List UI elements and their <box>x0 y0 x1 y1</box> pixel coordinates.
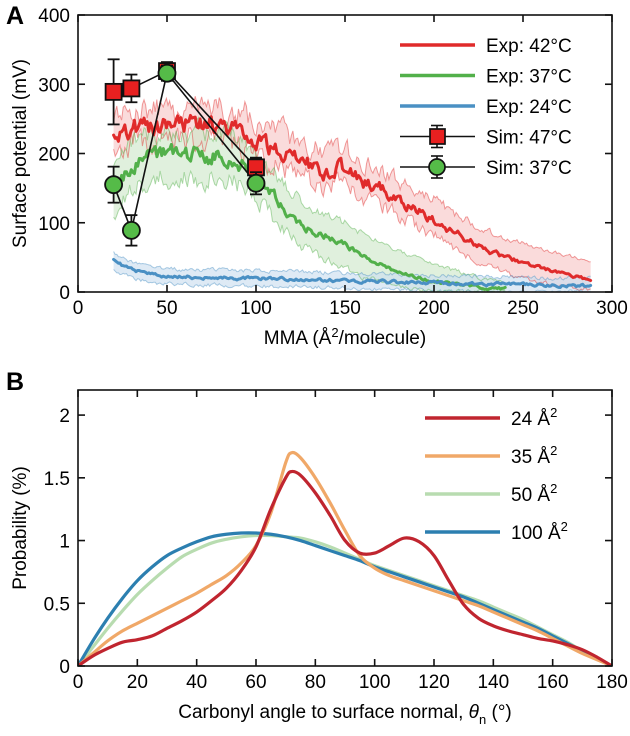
sim-marker-square <box>122 79 141 98</box>
panel-a: A 0 50 100 150 200 250 300 0 100 200 300 400 Surface… <box>6 2 628 350</box>
x-tick-label: 300 <box>596 298 628 319</box>
x-tick-label: 0 <box>73 298 84 319</box>
panel-b-data-area <box>78 450 612 666</box>
legend-label: Sim: 47°C <box>486 128 572 149</box>
sim-marker-circle <box>104 175 123 195</box>
panel-a-legend: Exp: 42°C Exp: 37°C Exp: 24°C Sim: 47°C Sim:… <box>400 36 572 179</box>
panel-b: B 0 20 40 60 80 100 120 140 160 180 0 0.5 1 1.5 2 Proba… <box>0 368 630 736</box>
x-tick-label: 140 <box>477 672 509 693</box>
y-tick-label: 0 <box>59 283 70 304</box>
panel-b-axes-frame <box>77 389 613 667</box>
legend-label: 24 Å2 <box>511 405 557 430</box>
panel-a-x-axis-label: MMA (Å2/molecule) <box>264 325 426 349</box>
x-tick-label: 180 <box>596 672 628 693</box>
legend-marker-circle <box>428 158 446 176</box>
panel-b-x-axis-label: Carbonyl angle to surface normal, θn (°) <box>178 702 512 727</box>
panel-a-data-area <box>104 58 593 292</box>
x-tick-label: 50 <box>156 298 177 319</box>
y-tick-label: 100 <box>38 214 70 235</box>
y-tick-label: 400 <box>38 6 70 27</box>
x-tick-label: 80 <box>305 672 326 693</box>
band-upper-edge <box>113 251 591 281</box>
y-tick-label: 200 <box>38 145 70 166</box>
y-tick-label: 300 <box>38 75 70 96</box>
sim-marker-circle <box>246 173 266 193</box>
panel-b-letter: B <box>6 368 25 396</box>
panel-a-y-axis-label: Surface potential (mV) <box>10 59 31 248</box>
sim-marker-circle <box>121 220 141 240</box>
band-upper-edge <box>113 116 506 284</box>
legend-label: 100 Å2 <box>511 519 568 544</box>
panel-b-plot: 0 20 40 60 80 100 120 140 160 180 0 0.5 1 1.5 2 Probabi… <box>10 389 628 727</box>
x-tick-label: 20 <box>127 672 148 693</box>
curve-35--2 <box>78 450 612 666</box>
legend-label: Sim: 37°C <box>486 158 572 179</box>
band-lower-edge <box>113 125 591 292</box>
x-tick-label: 200 <box>418 298 450 319</box>
y-tick-label: 0.5 <box>44 594 70 615</box>
x-tick-label: 60 <box>245 672 266 693</box>
sim-marker-circle <box>157 63 177 83</box>
y-tick-label: 0 <box>59 657 70 678</box>
curve-24--2 <box>78 469 612 666</box>
x-tick-label: 100 <box>240 298 272 319</box>
legend-label: Exp: 42°C <box>486 36 572 57</box>
legend-marker-square <box>429 128 446 145</box>
curve-exp--42-c <box>112 113 593 282</box>
y-tick-label: 1 <box>59 532 70 553</box>
x-tick-label: 0 <box>73 672 84 693</box>
x-tick-label: 120 <box>418 672 450 693</box>
legend-label: Exp: 24°C <box>486 97 572 118</box>
curve-exp--24-c <box>112 257 593 289</box>
curve-50--2 <box>78 533 612 666</box>
x-tick-label: 100 <box>359 672 391 693</box>
x-tick-label: 250 <box>507 298 539 319</box>
y-tick-label: 2 <box>59 406 70 427</box>
x-tick-label: 40 <box>186 672 207 693</box>
y-tick-label: 1.5 <box>44 469 70 490</box>
panel-b-legend: 24 Å2 35 Å2 50 Å2 100 Å2 <box>425 405 568 544</box>
panel-a-letter: A <box>6 2 25 30</box>
legend-label: 50 Å2 <box>511 481 557 506</box>
curve-100--2 <box>78 531 612 666</box>
panel-b-y-axis-label: Probability (%) <box>10 466 31 590</box>
x-tick-label: 160 <box>537 672 569 693</box>
x-tick-label: 150 <box>329 298 361 319</box>
legend-label: Exp: 37°C <box>486 67 572 88</box>
sim-connector <box>112 71 257 234</box>
panel-a-plot: 0 50 100 150 200 250 300 0 100 200 300 400 Surface p… <box>10 6 628 349</box>
sim-marker-square <box>104 82 123 101</box>
legend-label: 35 Å2 <box>511 443 557 468</box>
